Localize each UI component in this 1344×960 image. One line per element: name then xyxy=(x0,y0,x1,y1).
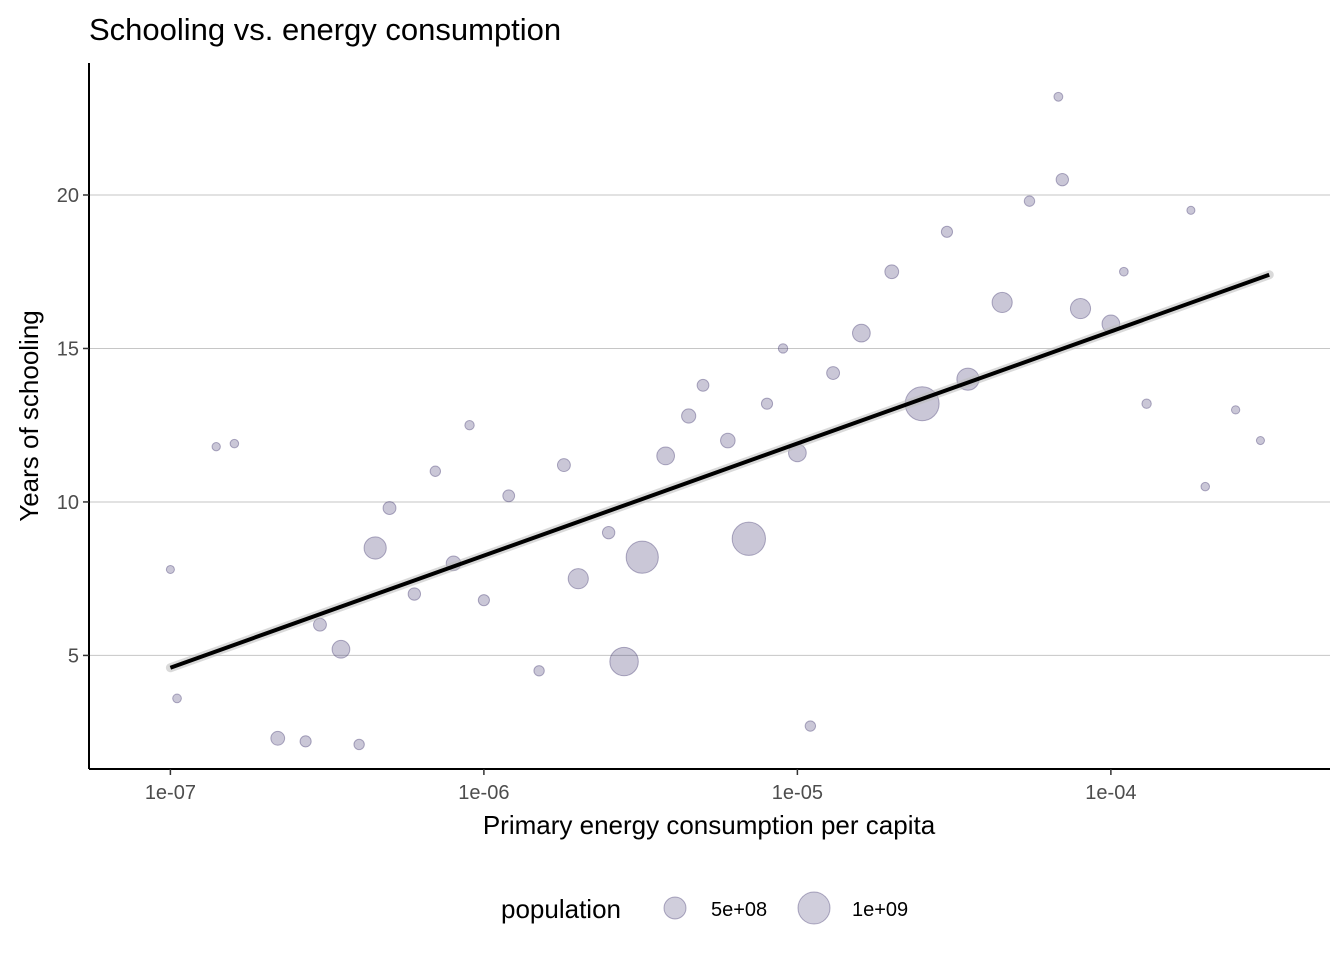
x-axis-ticks: 1e-07 1e-06 1e-05 1e-04 xyxy=(145,769,1136,804)
data-point-12 xyxy=(429,465,442,477)
x-tick-label-2: 1e-05 xyxy=(772,782,823,804)
data-point-29 xyxy=(777,343,789,354)
legend-symbol-large xyxy=(797,891,831,925)
data-point-7 xyxy=(331,639,351,659)
data-point-34 xyxy=(884,264,900,280)
legend-label-small: 5e+08 xyxy=(711,899,767,921)
data-point-15 xyxy=(477,594,490,607)
data-point-4 xyxy=(270,730,286,746)
y-axis-ticks: 5 10 15 20 xyxy=(57,185,89,667)
data-point-46 xyxy=(1186,205,1196,215)
x-tick-label-0: 1e-07 xyxy=(145,782,196,804)
data-point-10 xyxy=(382,501,397,516)
chart-title: Schooling vs. energy consumption xyxy=(89,12,561,47)
data-point-18 xyxy=(556,458,571,473)
data-point-19 xyxy=(567,568,589,590)
data-point-44 xyxy=(1119,266,1129,277)
trend-layer xyxy=(165,270,1274,673)
legend-title: population xyxy=(501,894,621,924)
y-tick-label-3: 20 xyxy=(57,185,79,207)
data-point-2 xyxy=(211,442,221,452)
data-point-14 xyxy=(464,420,475,431)
data-point-3 xyxy=(229,438,240,449)
data-point-24 xyxy=(681,408,697,424)
data-point-48 xyxy=(1230,405,1241,415)
data-point-17 xyxy=(533,665,545,677)
data-point-32 xyxy=(826,366,841,380)
trend-line xyxy=(169,272,1270,670)
x-axis-title: Primary energy consumption per capita xyxy=(483,810,936,840)
legend-label-large: 1e+09 xyxy=(852,899,908,921)
data-point-8 xyxy=(353,738,365,751)
data-point-36 xyxy=(940,225,954,238)
data-point-22 xyxy=(625,540,659,574)
data-point-39 xyxy=(1023,195,1036,207)
data-point-20 xyxy=(601,525,616,540)
data-point-0 xyxy=(165,564,175,575)
y-tick-label-0: 5 xyxy=(68,645,79,667)
y-axis-title: Years of schooling xyxy=(14,310,44,522)
data-point-9 xyxy=(363,536,387,560)
data-point-28 xyxy=(760,397,774,410)
x-tick-label-1: 1e-06 xyxy=(458,782,509,804)
data-point-21 xyxy=(609,646,639,677)
data-point-33 xyxy=(852,323,871,343)
data-point-45 xyxy=(1141,398,1152,409)
data-point-41 xyxy=(1055,172,1069,187)
data-point-1 xyxy=(172,693,182,704)
data-point-40 xyxy=(1053,91,1064,102)
data-point-49 xyxy=(1255,436,1265,446)
data-point-25 xyxy=(696,378,710,392)
data-point-38 xyxy=(991,291,1013,313)
data-point-11 xyxy=(407,587,422,601)
data-point-31 xyxy=(804,720,817,732)
data-point-5 xyxy=(299,735,312,748)
data-point-47 xyxy=(1200,481,1211,492)
data-point-16 xyxy=(502,489,516,503)
x-tick-label-3: 1e-04 xyxy=(1085,782,1136,804)
gridlines xyxy=(89,194,1330,656)
data-point-26 xyxy=(720,432,736,449)
y-tick-label-2: 15 xyxy=(57,338,79,360)
legend: population 5e+08 1e+09 xyxy=(501,891,908,925)
legend-symbol-small xyxy=(663,896,687,920)
y-tick-label-1: 10 xyxy=(57,492,79,514)
data-points xyxy=(165,91,1265,751)
data-point-23 xyxy=(656,446,676,466)
data-point-27 xyxy=(731,521,766,556)
data-point-42 xyxy=(1069,297,1092,320)
